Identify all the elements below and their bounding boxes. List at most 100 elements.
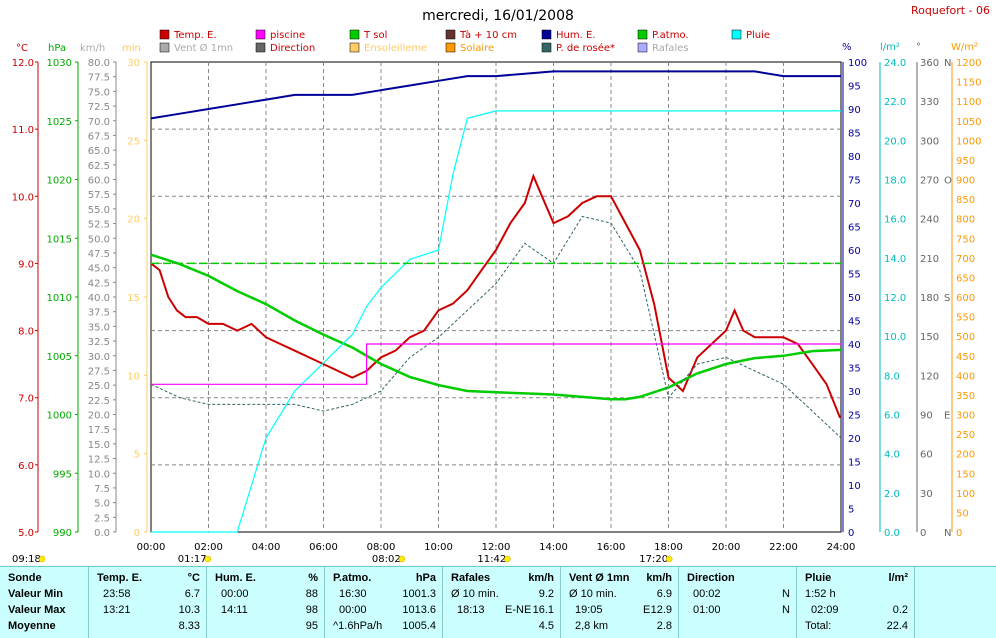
hum-axis-tick: 25 [848,411,861,422]
hum-axis-tick: 35 [848,364,861,375]
solar-axis-tick: 650 [956,273,975,284]
hum-axis-tick: 75 [848,176,861,187]
cell-time: 00:00 [221,588,249,600]
hum-axis-tick: 50 [848,293,861,304]
legend-label: Rafales [652,43,689,54]
rain-axis-tick: 22.0 [884,97,906,108]
cell-value: 95 [305,620,318,632]
wind-axis-tick: 67.5 [88,131,110,142]
legend-swatch [349,42,360,53]
dir-axis-tick: 270 [920,176,939,187]
legend-label: T sol [363,30,387,41]
cell-value: 98 [305,604,318,616]
time-tick: 08:00 [367,542,396,553]
summary-pluie: Pluie l/m² 1:52 h 02:09 0.2 Total: 22.4 [796,567,914,638]
summary-rafales: Rafales km/h Ø 10 min. 9.2 18:13 E-NE 16.1 4… [442,567,560,638]
cell-label: Ø 10 min. [569,588,617,600]
cell-time: 19:05 [575,604,603,616]
cell-time: 23:58 [103,588,131,600]
cell-label: Ø 10 min. [451,588,499,600]
temp-axis-tick: 6.0 [18,461,34,472]
min-axis-tick: 5 [134,450,140,461]
dir-axis-tick: 120 [920,371,939,382]
dir-axis-tick: 90 [920,411,933,422]
wind-axis-tick: 15.0 [88,440,110,451]
solar-axis-tick: 400 [956,371,975,382]
time-tick: 18:00 [654,542,683,553]
solar-axis-tick: 900 [956,176,975,187]
wind-axis-tick: 55.0 [88,205,110,216]
sun-icon [204,555,212,563]
row-label: Valeur Max [8,604,66,616]
hum-axis-tick: 65 [848,223,861,234]
rain-axis-tick: 18.0 [884,176,906,187]
rain-axis-tick: 10.0 [884,332,906,343]
hum-axis-tick: 85 [848,129,861,140]
rain-axis-tick: 0.0 [884,528,900,539]
press-axis-tick: 995 [53,469,72,480]
min-axis-tick: 0 [134,528,140,539]
min-axis-tick: 20 [127,215,140,226]
col-unit: °C [187,572,200,584]
solar-axis-tick: 100 [956,489,975,500]
legend-swatch [541,42,552,53]
hum-axis-tick: 45 [848,317,861,328]
summary-spacer [914,567,996,638]
wind-axis-tick: 30.0 [88,352,110,363]
summary-direction: Direction 00:02 N 01:00 N [678,567,796,638]
rain-axis-tick: 16.0 [884,215,906,226]
hum-axis-tick: 80 [848,152,861,163]
dir-axis-tick: 150 [920,332,939,343]
col-unit: hPa [415,572,436,584]
cell-value: 6.9 [656,588,672,600]
rain-axis-tick: 14.0 [884,254,906,265]
cell-value: 9.2 [538,588,554,600]
cell-label: Total: [805,620,832,632]
chart-legend: Temp. E. piscine T sol Tà + 10 cm Hum. E. P.a… [159,29,770,54]
press-axis-tick: 1015 [47,234,72,245]
time-tick: 10:00 [424,542,453,553]
temp-axis-tick: 9.0 [18,259,34,270]
wind-axis-tick: 22.5 [88,396,110,407]
row-label: Sonde [8,572,42,584]
col-unit: km/h [528,572,554,584]
col-title: Rafales [451,572,491,584]
hum-axis-tick: 30 [848,387,861,398]
hum-axis-tick: 40 [848,340,861,351]
chart-axes: °C hPa km/h min% l/m² ° W/m² 12.0 11.0 10.0 9.0 8.0… [12,42,982,539]
cell-value: 6.7 [184,588,200,600]
series-line [151,343,841,385]
solar-axis-tick: 550 [956,313,975,324]
summary-table: Sonde Valeur Min Valeur Max Moyenne Temp… [0,566,996,638]
sun-event-label: 08:02 [372,554,401,565]
temp-axis-tick: 8.0 [18,327,34,338]
wind-axis-tick: 80.0 [88,58,110,69]
time-tick: 14:00 [539,542,568,553]
dir-axis-tick: 30 [920,489,933,500]
press-axis-tick: 1020 [47,176,72,187]
temp-axis-tick: 7.0 [18,394,34,405]
legend-swatch [445,42,456,53]
rain-axis-tick: 2.0 [884,489,900,500]
row-label: Moyenne [8,620,56,632]
wind-axis-tick: 42.5 [88,278,110,289]
solar-axis-tick: 200 [956,450,975,461]
rain-axis-tick: 24.0 [884,58,906,69]
col-unit: l/m² [888,572,908,584]
station-name: Roquefort - 06 [911,4,990,17]
series-line [150,70,841,120]
sun-icon [665,555,673,563]
hum-axis-tick: 20 [848,434,861,445]
time-tick: 02:00 [194,542,223,553]
solar-axis-tick: 1000 [956,136,981,147]
dir-axis-tick: 300 [920,136,939,147]
temp-axis-tick: 11.0 [12,125,34,136]
axis-unit-press: hPa [48,43,66,54]
legend-label: P.atmo. [652,30,689,41]
hum-axis-tick: 0 [848,528,854,539]
cell-time: 18:13 [457,604,485,616]
col-title: Hum. E. [215,572,256,584]
wind-axis-tick: 35.0 [88,322,110,333]
wind-axis-tick: 40.0 [88,293,110,304]
wind-axis-tick: 70.0 [88,117,110,128]
